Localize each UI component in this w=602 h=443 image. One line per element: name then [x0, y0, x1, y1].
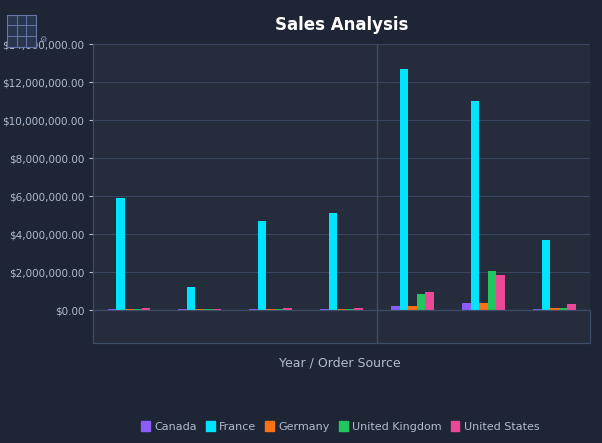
Bar	[187, 288, 196, 310]
Bar	[550, 308, 559, 310]
Bar	[141, 308, 150, 310]
Bar	[258, 221, 267, 310]
Bar	[496, 275, 505, 310]
Bar	[133, 309, 141, 310]
Bar	[408, 306, 417, 310]
Text: - FY 2015: - FY 2015	[209, 322, 261, 332]
Text: ⚙: ⚙	[39, 35, 46, 44]
Bar	[567, 304, 576, 310]
Bar	[275, 309, 284, 310]
Text: + FY 2017: + FY 2017	[455, 322, 512, 332]
Title: Sales Analysis: Sales Analysis	[275, 16, 408, 35]
Bar	[559, 308, 567, 310]
Bar	[426, 291, 434, 310]
Bar	[267, 309, 275, 310]
Bar	[196, 309, 204, 310]
Bar	[346, 309, 355, 310]
Text: Year / Order Source: Year / Order Source	[279, 357, 401, 370]
Bar	[533, 309, 542, 310]
Bar	[542, 240, 550, 310]
Bar	[471, 101, 479, 310]
Bar	[355, 308, 363, 310]
Bar	[417, 294, 426, 310]
Bar	[329, 213, 337, 310]
Bar	[108, 309, 116, 310]
Bar	[178, 309, 187, 310]
Bar	[400, 69, 408, 310]
Text: + FY 2018: + FY 2018	[526, 322, 583, 332]
Bar	[320, 309, 329, 310]
Bar	[337, 309, 346, 310]
Bar	[479, 303, 488, 310]
Bar	[391, 306, 400, 310]
Bar	[125, 309, 133, 310]
Bar	[488, 271, 496, 310]
Bar	[204, 309, 213, 310]
Bar	[284, 308, 292, 310]
Bar	[213, 309, 221, 310]
Legend: Canada, France, Germany, United Kingdom, United States: Canada, France, Germany, United Kingdom,…	[137, 418, 543, 435]
Bar	[116, 198, 125, 310]
Bar	[462, 303, 471, 310]
Text: + FY 2016: + FY 2016	[383, 322, 441, 332]
Bar	[249, 309, 258, 310]
